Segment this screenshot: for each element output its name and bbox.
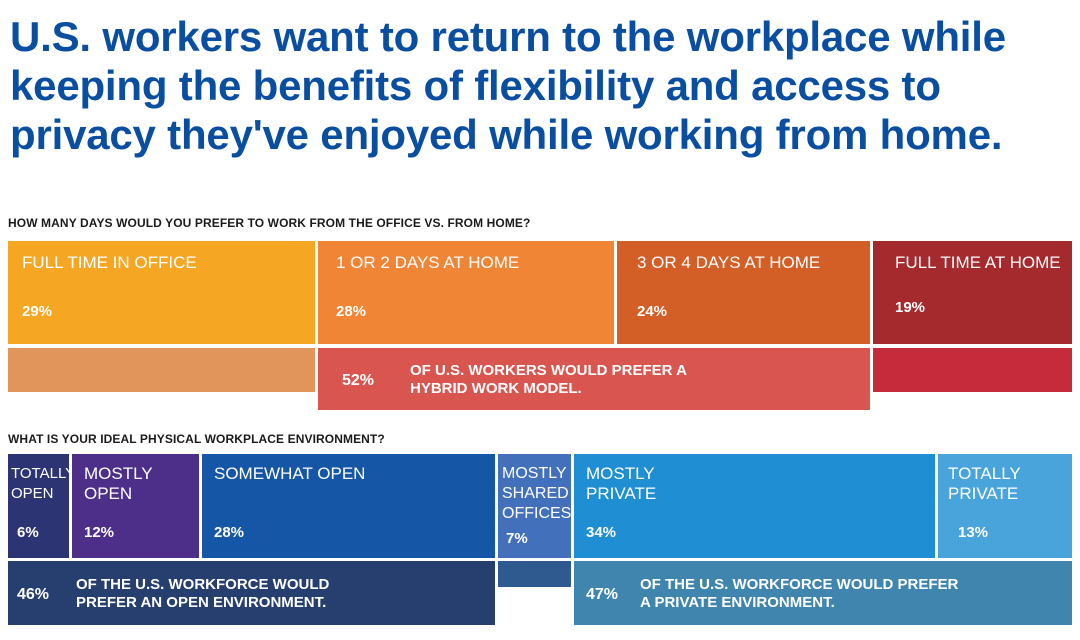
bar-full-time-at-home: FULL TIME AT HOME 19%	[873, 241, 1072, 344]
bar-value-label: 28%	[336, 303, 367, 320]
bar-value-label: 34%	[586, 524, 617, 541]
chart1-question: HOW MANY DAYS WOULD YOU PREFER TO WORK F…	[8, 216, 531, 230]
summary-text: OF U.S. WORKERS WOULD PREFER A HYBRID WO…	[410, 362, 687, 397]
bar-label: 3 OR 4 DAYS AT HOME	[637, 253, 821, 272]
strip-shared	[498, 561, 571, 587]
bar-value-label: 13%	[958, 524, 989, 541]
bar-value-label: 24%	[637, 303, 668, 320]
strip-home	[873, 348, 1072, 392]
bar-label: MOSTLY SHARED OFFICES	[502, 465, 571, 522]
bar-label: FULL TIME AT HOME	[895, 253, 1061, 272]
bar-1-or-2-days-at-home: 1 OR 2 DAYS AT HOME 28%	[318, 241, 614, 344]
bar-totally-private: TOTALLY PRIVATE 13%	[938, 454, 1072, 558]
bar-value-label: 7%	[506, 530, 528, 547]
bar-mostly-shared-offices: MOSTLY SHARED OFFICES 7%	[498, 454, 571, 558]
summary-text: OF THE U.S. WORKFORCE WOULD PREFER AN OP…	[76, 576, 330, 611]
bar-label: MOSTLY OPEN	[84, 464, 153, 503]
summary-value: 46%	[17, 586, 50, 603]
bar-totally-open: TOTALLY OPEN 6%	[8, 454, 69, 558]
bar-value-label: 28%	[214, 524, 245, 541]
bar-label: 1 OR 2 DAYS AT HOME	[336, 253, 520, 272]
bar-3-or-4-days-at-home: 3 OR 4 DAYS AT HOME 24%	[617, 241, 870, 344]
bar-value-label: 6%	[17, 524, 39, 541]
bar-label: TOTALLY PRIVATE	[948, 464, 1021, 503]
hybrid-summary-bar: 52% OF U.S. WORKERS WOULD PREFER A HYBRI…	[318, 348, 870, 410]
summary-text: OF THE U.S. WORKFORCE WOULD PREFER A PRI…	[640, 576, 959, 611]
bar-mostly-private: MOSTLY PRIVATE 34%	[574, 454, 935, 558]
bar-value-label: 19%	[895, 299, 926, 316]
bar-value-label: 12%	[84, 524, 115, 541]
summary-value: 52%	[342, 372, 375, 389]
bar-somewhat-open: SOMEWHAT OPEN 28%	[202, 454, 495, 558]
bar-value-label: 29%	[22, 303, 53, 320]
bar-label: FULL TIME IN OFFICE	[22, 253, 197, 272]
private-summary-bar: 47% OF THE U.S. WORKFORCE WOULD PREFER A…	[574, 561, 1072, 625]
strip-office	[8, 348, 315, 392]
bar-mostly-open: MOSTLY OPEN 12%	[72, 454, 199, 558]
summary-value: 47%	[586, 586, 619, 603]
bar-label: TOTALLY OPEN	[11, 465, 69, 502]
bar-full-time-in-office: FULL TIME IN OFFICE 29%	[8, 241, 315, 344]
chart2-question: WHAT IS YOUR IDEAL PHYSICAL WORKPLACE EN…	[8, 432, 385, 446]
bar-label: SOMEWHAT OPEN	[214, 464, 366, 483]
page-title: U.S. workers want to return to the workp…	[10, 13, 1006, 158]
open-summary-bar: 46% OF THE U.S. WORKFORCE WOULD PREFER A…	[8, 561, 495, 625]
bar-label: MOSTLY PRIVATE	[586, 464, 657, 503]
